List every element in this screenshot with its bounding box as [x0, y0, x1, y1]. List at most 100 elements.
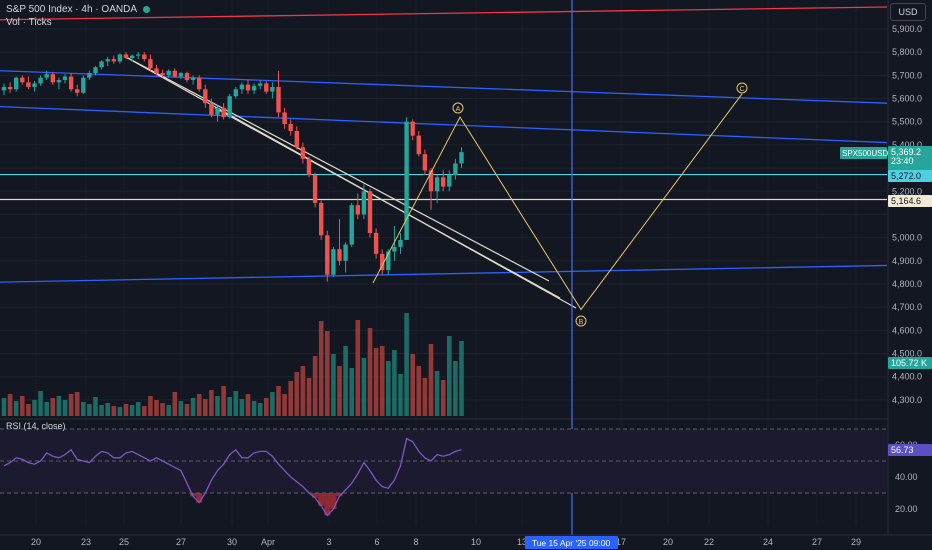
volume-bar: [172, 392, 178, 416]
price-tick-label: 5,600.0: [892, 94, 922, 104]
volume-bar: [294, 372, 300, 416]
volume-bar: [318, 321, 324, 416]
volume-bar: [87, 404, 92, 416]
candle-body: [184, 73, 190, 80]
volume-bar: [209, 390, 214, 416]
candle-body: [221, 107, 226, 118]
volume-bar: [361, 358, 367, 416]
channel-middle-line: [0, 106, 888, 144]
volume-bar: [38, 391, 43, 416]
volume-bar: [325, 331, 330, 416]
volume-bar: [245, 394, 251, 416]
candle-body: [404, 121, 409, 240]
candle-body: [453, 163, 458, 176]
candle-body: [227, 96, 232, 118]
candle-body: [136, 54, 141, 56]
candle-body: [306, 158, 312, 176]
candle-body: [81, 77, 86, 93]
candle-body: [251, 85, 257, 91]
wave-label-circle: [452, 102, 464, 114]
time-tick-label: 10: [471, 537, 481, 547]
wave-projection-path: [372, 93, 743, 311]
wedge-line-upper: [123, 55, 550, 282]
symbol-header[interactable]: S&P 500 Index · 4h · OANDA: [6, 4, 154, 15]
volume-bar: [428, 344, 434, 416]
level-badge-cyan-text: 5,272.0: [891, 171, 921, 181]
candlestick-series: [1, 52, 464, 282]
level-badge-white-text: 5,164.6: [891, 196, 921, 206]
candle-body: [20, 77, 25, 83]
volume-bar: [123, 404, 129, 416]
candle-body: [410, 121, 415, 136]
volume-bar: [32, 400, 37, 416]
candle-body: [14, 77, 19, 90]
candle-body: [62, 76, 68, 80]
candle-body: [373, 232, 379, 254]
time-tick-label: 20: [663, 537, 673, 547]
wedge-line-mid: [214, 107, 561, 299]
volume-bar: [50, 398, 56, 416]
candle-body: [434, 177, 440, 192]
wave-label-circle: [736, 82, 748, 94]
candle-body: [282, 112, 287, 125]
time-tick-label: 29: [851, 537, 861, 547]
price-tick-label: 4,400.0: [892, 372, 922, 382]
candle-body: [7, 86, 13, 90]
volume-bar: [264, 398, 269, 416]
volume-bar: [117, 407, 123, 416]
candle-body: [105, 59, 110, 62]
candle-body: [117, 54, 123, 62]
volume-label: Vol · Ticks: [6, 17, 52, 28]
time-tick-label: 6: [374, 537, 379, 547]
candle-body: [38, 77, 43, 84]
volume-bar: [459, 341, 464, 416]
volume-bar: [178, 401, 184, 416]
price-tick-label: 5,900.0: [892, 24, 922, 34]
volume-bar: [142, 406, 147, 416]
candle-body: [288, 124, 293, 131]
wave-label-b: B: [579, 319, 584, 326]
volume-bar: [190, 398, 196, 416]
candle-body: [270, 86, 275, 92]
price-tick-label: 5,000.0: [892, 233, 922, 243]
candle-body: [416, 135, 421, 155]
price-tick-label: 4,300.0: [892, 395, 922, 405]
price-tick-label: 5,400.0: [892, 140, 922, 150]
volume-bar: [7, 394, 13, 416]
volume-bar: [184, 404, 190, 416]
time-tick-label: 30: [227, 537, 237, 547]
volume-bar: [392, 350, 397, 416]
volume-bar: [257, 403, 263, 416]
time-tick-label: 23: [81, 537, 91, 547]
volume-bar: [56, 396, 62, 416]
volume-bar: [422, 378, 428, 416]
volume-bar: [453, 361, 458, 416]
volume-bar: [227, 397, 232, 416]
currency-button[interactable]: USD: [890, 3, 926, 21]
rsi-tick-label: 40.00: [895, 472, 918, 482]
candle-body: [160, 73, 165, 76]
candle-body: [50, 74, 55, 83]
volume-bar: [288, 381, 293, 416]
rsi-legend[interactable]: RSI (14, close): [6, 421, 66, 431]
candle-body: [233, 89, 238, 97]
volume-bar: [1, 398, 7, 416]
candle-body: [294, 130, 299, 148]
candle-body: [312, 175, 318, 203]
price-tick-label: 4,700.0: [892, 302, 922, 312]
symbol-badge-text: SPX500USD: [842, 149, 888, 158]
rsi-line: [3, 437, 462, 517]
candle-body: [337, 249, 342, 261]
time-tick-label: 3: [326, 537, 331, 547]
volume-bars: [1, 313, 464, 416]
time-tick-label: 24: [763, 537, 773, 547]
candle-body: [349, 205, 354, 245]
volume-bar: [20, 396, 25, 416]
volume-bar: [154, 400, 159, 416]
volume-bar: [62, 400, 68, 416]
price-tick-label: 4,500.0: [892, 349, 922, 359]
market-status-dot: [143, 5, 150, 13]
crosshair-time-text: Tue 15 Apr '25 09:00: [532, 538, 611, 548]
volume-legend[interactable]: Vol · Ticks: [6, 17, 52, 28]
